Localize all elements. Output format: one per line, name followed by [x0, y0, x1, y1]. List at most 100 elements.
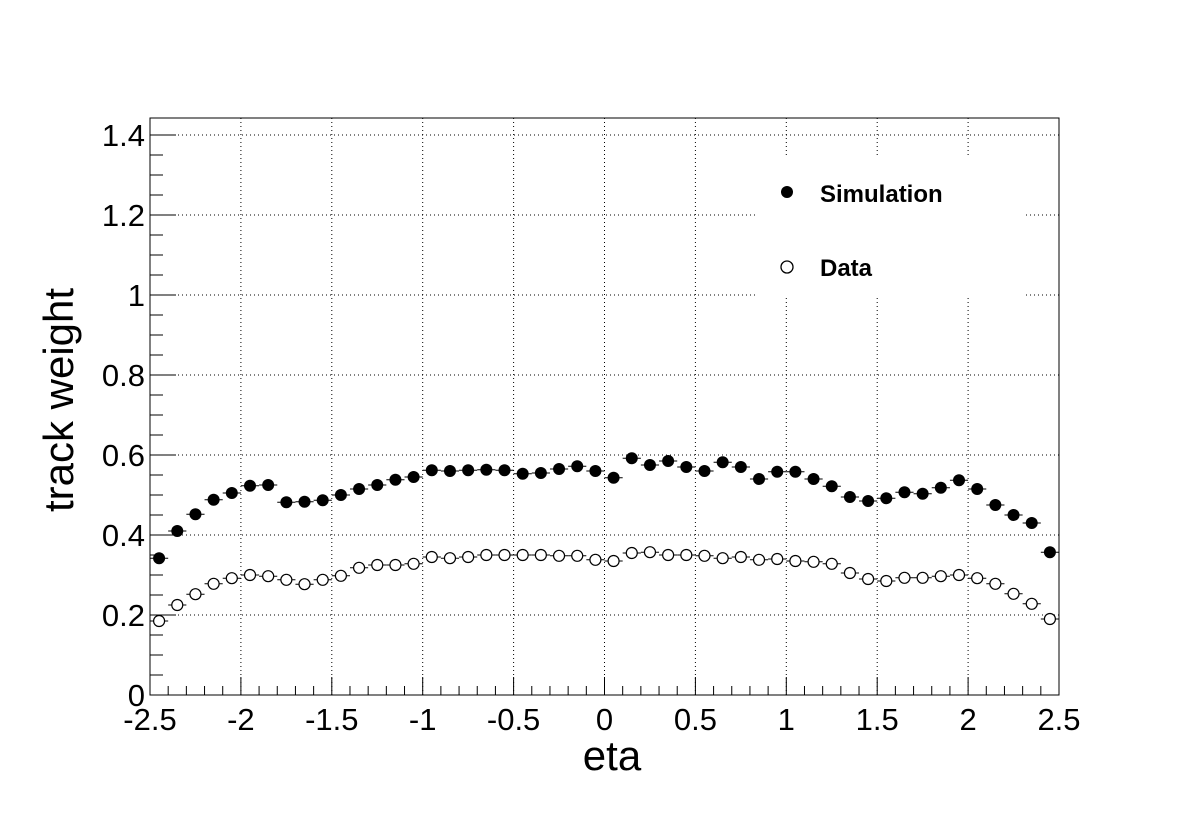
- data-point: [189, 508, 202, 521]
- data-point: [534, 548, 547, 562]
- data-point: [153, 552, 166, 565]
- data-point: [498, 548, 511, 562]
- y-tick-labels: 0 0.2 0.4 0.6 0.8 1 1.2 1.4: [102, 118, 145, 713]
- data-point: [171, 525, 184, 537]
- data-series: [150, 452, 1059, 628]
- x-tick-label: -1.5: [305, 702, 358, 737]
- data-point: [843, 491, 856, 503]
- legend-label-data: Data: [820, 255, 873, 282]
- data-point: [316, 573, 329, 586]
- data-point: [825, 480, 838, 493]
- data-point: [916, 487, 929, 500]
- data-point: [753, 473, 766, 485]
- y-axis-title: track weight: [35, 288, 82, 512]
- data-point: [225, 572, 238, 585]
- y-tick-label: 1.4: [102, 118, 145, 153]
- data-point: [952, 568, 966, 582]
- x-tick-label: -1: [409, 702, 437, 737]
- data-point: [516, 467, 529, 480]
- data-point: [280, 496, 293, 509]
- data-point: [789, 554, 802, 568]
- data-point: [443, 552, 457, 565]
- data-point: [425, 464, 438, 477]
- x-tick-label: 0.5: [674, 702, 717, 737]
- x-tick-label: -2.5: [123, 702, 176, 737]
- data-point: [262, 479, 275, 491]
- series-simulation: [150, 452, 1059, 565]
- x-tick-labels: -2.5 -2 -1.5 -1 -0.5 0 0.5 1 1.5 2 2.5: [123, 702, 1080, 737]
- data-point: [571, 460, 584, 473]
- data-point: [807, 473, 820, 485]
- data-point: [862, 495, 875, 507]
- data-point: [1043, 546, 1056, 559]
- data-point: [862, 572, 875, 586]
- data-point: [334, 569, 347, 582]
- data-point: [698, 549, 711, 562]
- data-point: [643, 546, 657, 559]
- data-point: [298, 578, 311, 591]
- legend-marker-data: [780, 260, 794, 274]
- data-point: [152, 614, 166, 628]
- data-point: [243, 568, 257, 582]
- legend-box: [755, 158, 1023, 298]
- data-point: [353, 483, 366, 495]
- data-point: [934, 481, 947, 494]
- data-point: [789, 465, 802, 478]
- data-point: [898, 486, 911, 499]
- data-point: [243, 479, 256, 492]
- data-point: [334, 489, 347, 501]
- data-point: [171, 598, 184, 612]
- data-point: [589, 465, 602, 477]
- data-point: [953, 474, 966, 487]
- data-point: [1025, 597, 1038, 610]
- data-point: [662, 548, 675, 562]
- data-point: [716, 552, 729, 565]
- data-point: [607, 554, 620, 568]
- x-tick-label: -2: [227, 702, 255, 737]
- x-tick-label: -0.5: [487, 702, 540, 737]
- data-point: [352, 561, 366, 574]
- y-tick-label: 0.2: [102, 598, 145, 633]
- data-point: [225, 487, 238, 499]
- data-point: [553, 463, 566, 475]
- y-tick-label: 1: [128, 278, 145, 313]
- data-point: [880, 492, 893, 505]
- data-point: [425, 550, 438, 564]
- data-point: [734, 461, 747, 473]
- x-tick-label: 1.5: [856, 702, 899, 737]
- y-tick-label: 1.2: [102, 198, 145, 233]
- data-point: [371, 558, 384, 572]
- data-point: [298, 495, 311, 508]
- legend-marker-simulation: [781, 186, 793, 198]
- data-point: [880, 574, 893, 588]
- data-point: [971, 572, 984, 585]
- data-point: [625, 452, 638, 465]
- data-point: [534, 467, 547, 479]
- data-point: [825, 557, 838, 570]
- data-point: [934, 570, 947, 583]
- data-point: [571, 549, 584, 562]
- data-point: [734, 550, 747, 564]
- legend-label-simulation: Simulation: [820, 181, 943, 208]
- data-point: [680, 548, 693, 562]
- data-point: [552, 549, 566, 562]
- data-point: [516, 548, 529, 562]
- x-tick-label: 0: [596, 702, 613, 737]
- legend: Simulation Data: [755, 158, 1023, 298]
- data-point: [1043, 612, 1057, 626]
- data-point: [189, 588, 202, 601]
- data-point: [371, 479, 384, 491]
- data-point: [462, 550, 475, 564]
- data-point: [643, 459, 656, 471]
- y-tick-label: 0: [128, 678, 145, 713]
- data-point: [389, 558, 402, 572]
- data-point: [1007, 587, 1020, 600]
- y-tick-label: 0.6: [102, 438, 145, 473]
- x-tick-label: 2.5: [1037, 702, 1080, 737]
- data-point: [462, 464, 475, 477]
- data-point: [480, 463, 493, 476]
- axis-ticks: [149, 134, 1060, 696]
- data-point: [1007, 509, 1020, 521]
- data-point: [916, 571, 929, 584]
